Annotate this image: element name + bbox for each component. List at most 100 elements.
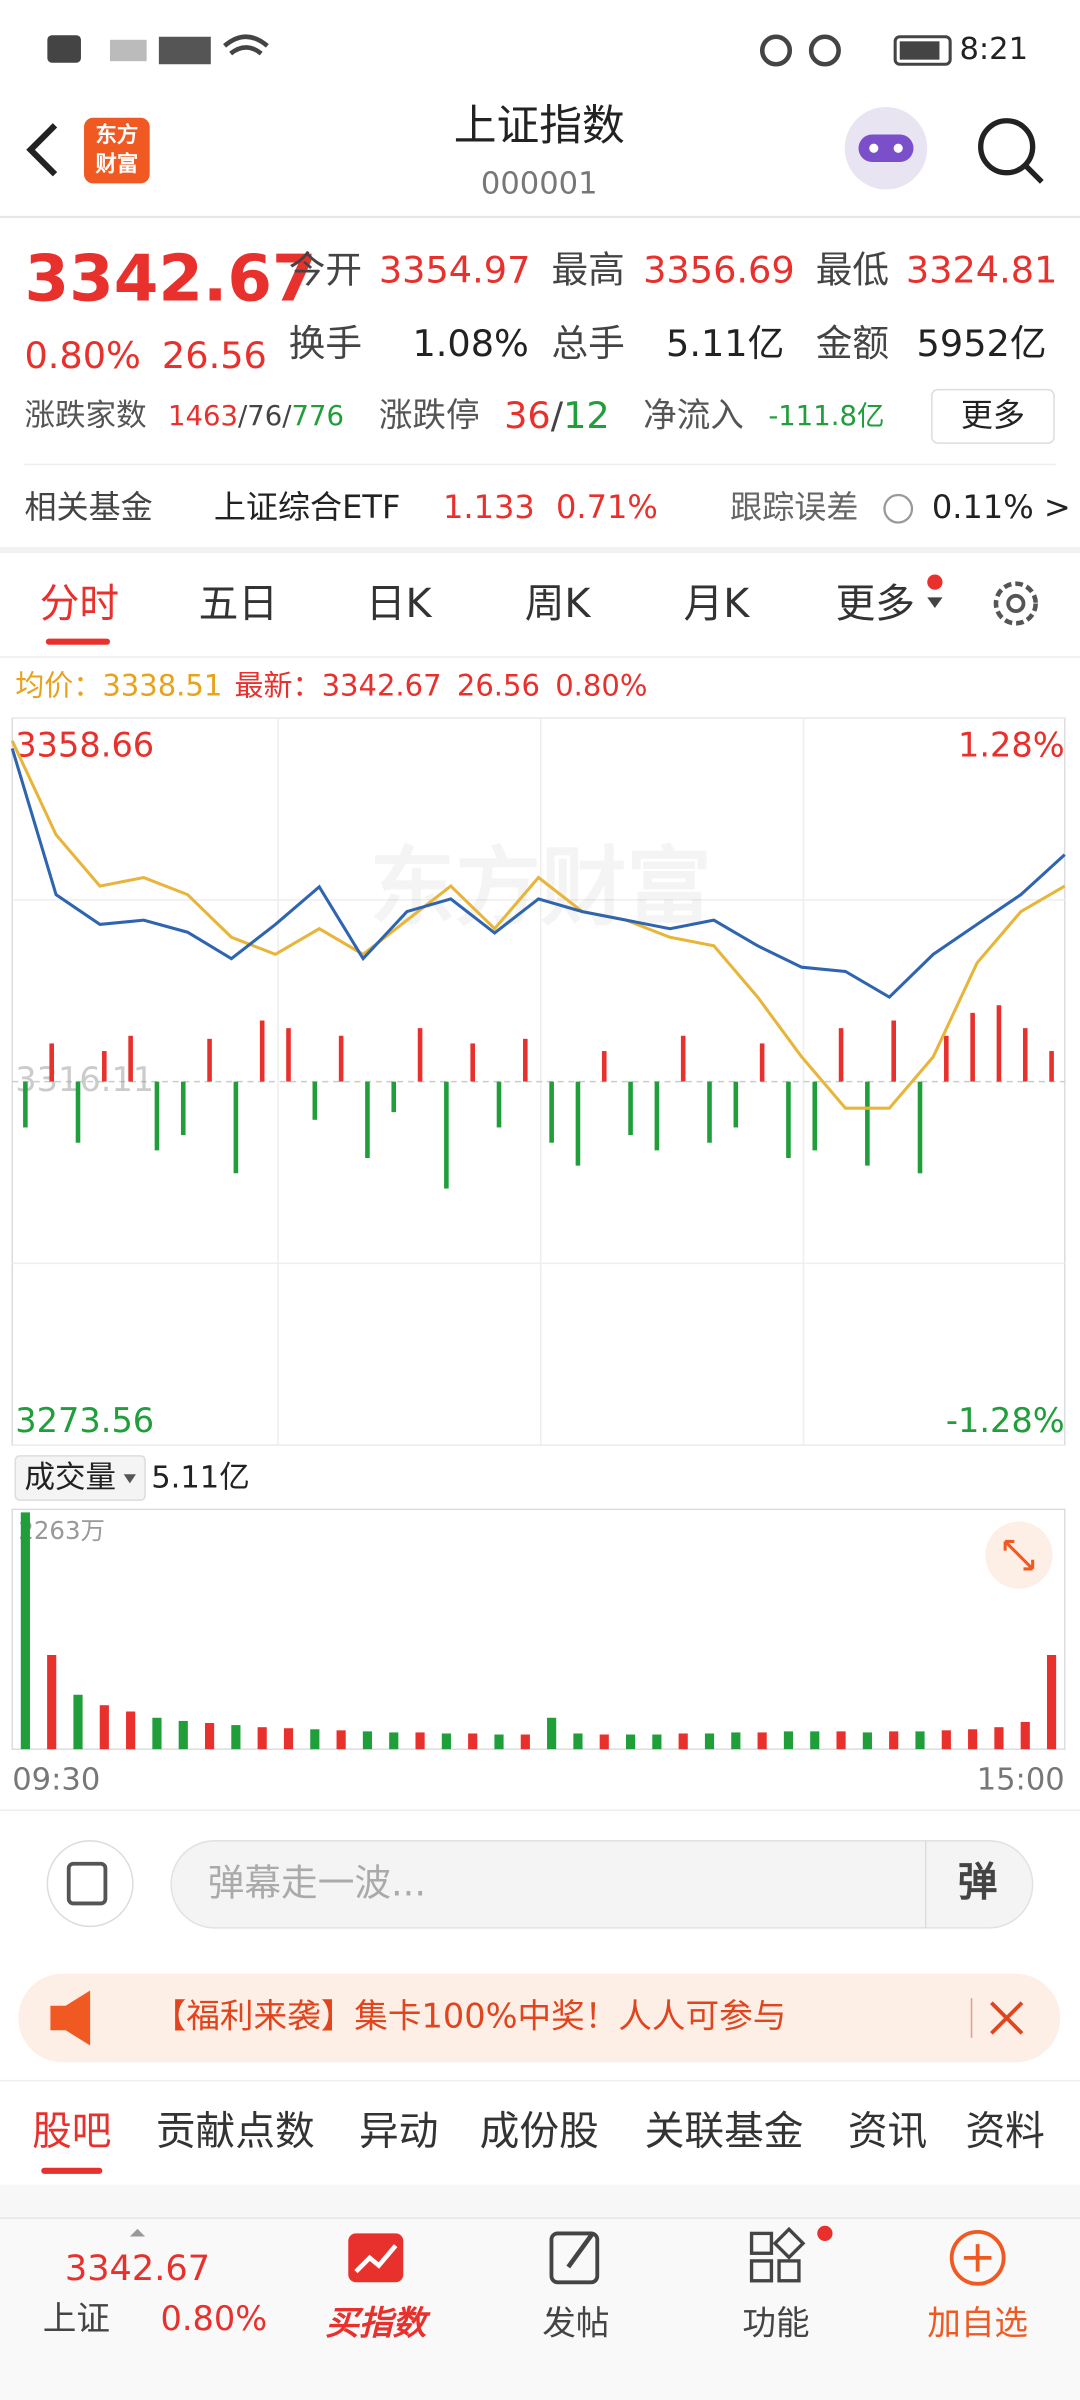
sub-tab[interactable]: 股吧 <box>32 2109 111 2155</box>
change: 26.56 <box>162 334 267 377</box>
tab[interactable]: 分时 <box>40 581 119 627</box>
y-tick-label: 2263万 <box>18 1516 105 1545</box>
indicator-selector[interactable] <box>14 1455 146 1501</box>
volume-bar <box>178 1720 188 1750</box>
volume-bar <box>468 1733 478 1750</box>
volume-bar <box>415 1732 425 1750</box>
nav-item[interactable]: 加自选 <box>927 2304 1028 2343</box>
danmaku-button[interactable]: 弹 <box>958 1860 998 1906</box>
volume-bar <box>1046 1654 1057 1750</box>
tab[interactable]: 日K <box>366 581 433 627</box>
logo[interactable] <box>84 117 150 184</box>
back-button[interactable] <box>26 123 58 177</box>
value: 5952亿 <box>917 322 1047 365</box>
comment-input[interactable] <box>170 1840 1034 1929</box>
expand-button[interactable] <box>985 1521 1053 1589</box>
volume-bar <box>836 1731 846 1750</box>
banner[interactable] <box>18 1973 1061 2063</box>
help-icon[interactable] <box>883 493 914 524</box>
tab[interactable]: 更多 <box>836 581 915 627</box>
flow-bar <box>707 1081 712 1143</box>
sub-tab[interactable]: 关联基金 <box>645 2109 804 2155</box>
settings-button[interactable] <box>993 581 1038 626</box>
value: 3356.69 <box>643 248 795 291</box>
tab[interactable]: 月K <box>684 581 751 627</box>
limit-up: 36 <box>504 394 551 437</box>
latest-change: 26.56 <box>457 668 540 702</box>
nav-item[interactable]: 买指数 <box>325 2304 430 2343</box>
volume-bar <box>915 1731 925 1750</box>
sub-tab[interactable]: 资料 <box>965 2109 1044 2155</box>
volume-bar <box>810 1731 820 1750</box>
price-line <box>10 748 1066 1000</box>
badge <box>817 2225 833 2242</box>
sub-tab[interactable]: 成份股 <box>480 2109 599 2155</box>
flow-bar <box>917 1081 923 1174</box>
volume-bar <box>389 1732 399 1750</box>
volume-bar <box>783 1731 794 1750</box>
flow-bar <box>391 1081 397 1113</box>
logo-text: 东方 <box>95 122 138 148</box>
expand-arrow[interactable] <box>129 2228 146 2237</box>
search-button[interactable] <box>978 118 1044 184</box>
volume-total: 5.11亿 <box>151 1460 250 1495</box>
comment-list-button[interactable] <box>46 1840 134 1928</box>
flow-bar <box>970 1012 975 1082</box>
fund-name[interactable]: 上证综合ETF <box>214 488 401 526</box>
avg-line <box>10 740 1066 1110</box>
volume-bar <box>231 1725 241 1750</box>
nav-index-price: 3342.67 <box>65 2248 210 2289</box>
flow-bar <box>338 1035 344 1082</box>
label: 今开 <box>289 248 362 291</box>
flow-bar <box>812 1081 818 1151</box>
flow-bar <box>759 1043 765 1082</box>
flow-bar <box>891 1020 896 1082</box>
flow-bar <box>654 1081 660 1151</box>
time-label: 15:00 <box>977 1763 1065 1798</box>
separator: / <box>551 394 564 437</box>
nav-item[interactable]: 功能 <box>742 2304 809 2343</box>
nav-index-name: 上证 <box>43 2299 110 2338</box>
volume-bar <box>152 1717 162 1750</box>
volume-bar <box>336 1730 346 1750</box>
fund-pct: 0.71% <box>556 488 658 526</box>
dropdown-arrow <box>927 597 943 609</box>
volume-bar <box>441 1733 451 1750</box>
y-tick-label: 3316.11 <box>15 1060 154 1099</box>
pct-label: 1.28% <box>958 726 1065 765</box>
nav-item[interactable]: 发帖 <box>542 2304 609 2343</box>
flow-bar <box>865 1081 870 1166</box>
more-button[interactable] <box>931 388 1055 444</box>
label: 最高 <box>551 248 624 291</box>
flow-bar <box>838 1028 844 1082</box>
volume-frame <box>11 1508 1066 1750</box>
megaphone-icon <box>50 1990 91 2046</box>
sub-tab[interactable]: 资讯 <box>848 2109 927 2155</box>
sub-tab[interactable]: 异动 <box>359 2109 438 2155</box>
volume-bar <box>494 1734 504 1750</box>
indicator-name: 成交量 <box>24 1460 116 1495</box>
volume-bar <box>862 1732 872 1750</box>
flow-bar <box>470 1043 475 1082</box>
volume-bar <box>678 1733 688 1750</box>
up-count: 1463 <box>168 400 238 432</box>
label: 涨跌家数 <box>24 399 146 434</box>
value: 3354.97 <box>379 248 531 291</box>
label: 净流入 <box>643 396 744 435</box>
close-button[interactable] <box>990 2001 1024 2035</box>
avg-label: 均价： <box>15 668 102 702</box>
tracking-error[interactable]: 0.11% > <box>932 488 1071 526</box>
avatar[interactable] <box>844 107 928 190</box>
sub-tab[interactable]: 贡献点数 <box>156 2109 315 2155</box>
flow-bar <box>180 1081 186 1136</box>
flow-bar <box>786 1081 791 1158</box>
label: 相关基金 <box>24 488 152 526</box>
time-label: 09:30 <box>12 1763 100 1798</box>
volume-bar <box>704 1733 715 1750</box>
flow-bar <box>417 1028 423 1082</box>
tab[interactable]: 周K <box>525 581 592 627</box>
volume-bar <box>204 1723 215 1750</box>
flow-bar <box>365 1081 370 1158</box>
tab[interactable]: 五日 <box>199 581 278 627</box>
